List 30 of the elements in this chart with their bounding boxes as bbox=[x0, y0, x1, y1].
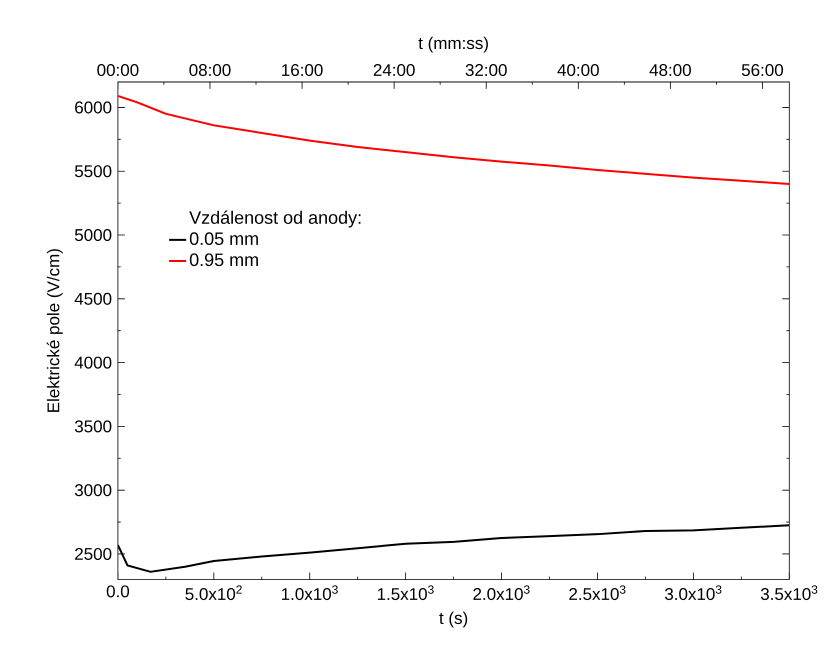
y-axis-title: Elektrické pole (V/cm) bbox=[46, 248, 63, 412]
y-tick-label: 2500 bbox=[75, 548, 112, 560]
x2-axis-title: t (mm:ss) bbox=[418, 36, 488, 52]
x-tick-label: 2.5x10$^{3}$ bbox=[569, 585, 626, 600]
y-tick-label: 6000 bbox=[75, 101, 112, 114]
x-tick-label: 1.5x10$^{3}$ bbox=[378, 585, 434, 600]
y-tick-label: 3500 bbox=[74, 420, 112, 432]
y-tick-label: 3000 bbox=[74, 484, 112, 496]
x2-tick-label: 32:00 bbox=[466, 64, 507, 76]
x-tick-label: 1.0x10$^{3}$ bbox=[282, 585, 338, 600]
x2-tick-label: 24:00 bbox=[374, 64, 415, 76]
x2-tick-label: 16:00 bbox=[282, 64, 323, 76]
legend-title: Vzdálenost od anody: bbox=[189, 210, 360, 228]
x-tick-label: 0.0 bbox=[106, 585, 130, 598]
x2-tick-label: 48:00 bbox=[650, 64, 691, 76]
y-tick-label: 5000 bbox=[74, 228, 112, 241]
legend-label: 0.05 mm bbox=[190, 232, 258, 245]
x-tick-label: 5.0x10$^{2}$ bbox=[185, 585, 242, 600]
x-tick-label: 3.0x10$^{3}$ bbox=[664, 585, 722, 600]
x-tick-label: 2.0x10$^{3}$ bbox=[473, 585, 530, 600]
x2-tick-label: 40:00 bbox=[557, 64, 599, 76]
y-tick-label: 4500 bbox=[74, 292, 112, 305]
legend-label: 0.95 mm bbox=[190, 253, 258, 266]
x-tick-label: 3.5x10$^{3}$ bbox=[760, 585, 818, 600]
x2-tick-label: 56:00 bbox=[742, 64, 784, 76]
x-axis-title: t (s) bbox=[439, 611, 468, 628]
y-tick-label: 4000 bbox=[74, 356, 112, 368]
x2-tick-label: 08:00 bbox=[189, 64, 231, 76]
y-tick-label: 5500 bbox=[74, 165, 112, 178]
x2-tick-label: 00:00 bbox=[97, 64, 138, 76]
